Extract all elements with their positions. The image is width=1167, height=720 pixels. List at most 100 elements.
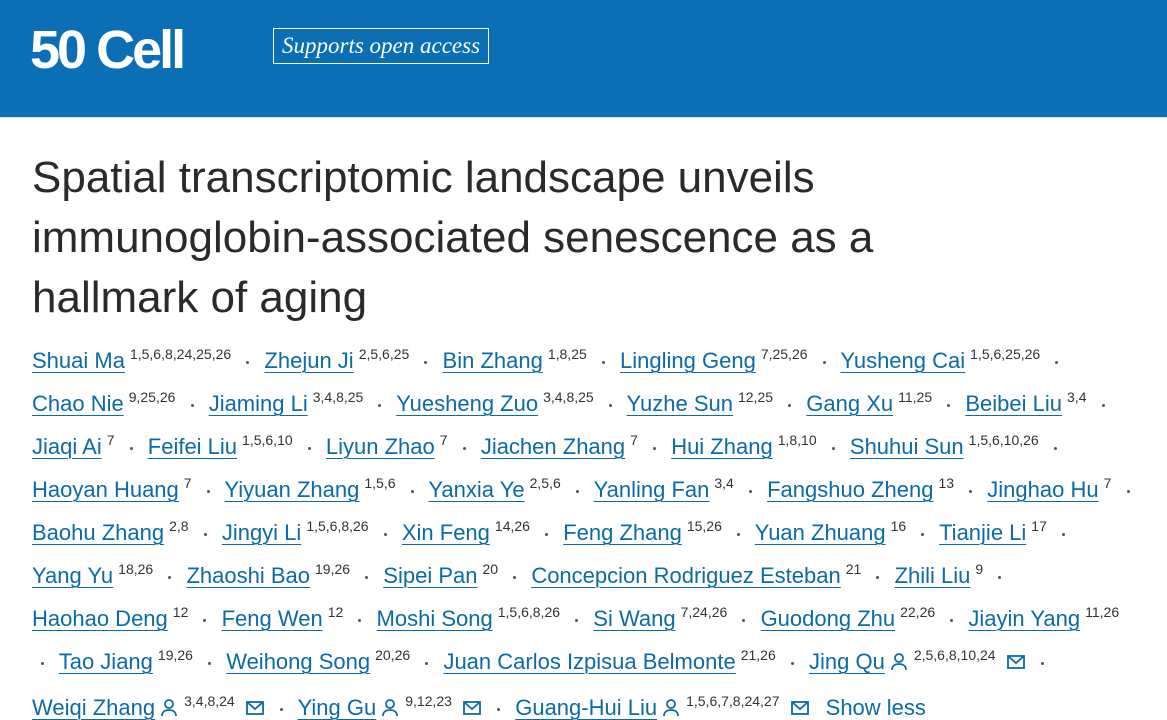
affiliations: 21,26 (740, 647, 776, 663)
person-icon[interactable] (159, 698, 179, 720)
separator (737, 532, 741, 536)
author-name[interactable]: Sipei Pan (383, 563, 478, 588)
author-name[interactable]: Tao Jiang (58, 649, 153, 674)
author-name[interactable]: Zhejun Ji (264, 348, 354, 373)
author-name[interactable]: Yusheng Cai (840, 348, 966, 373)
author-name[interactable]: Jingyi Li (221, 520, 302, 545)
author-name[interactable]: Si Wang (593, 606, 676, 631)
affiliations: 1,5,6,10,26 (968, 432, 1039, 448)
show-less[interactable]: Show less (825, 695, 926, 720)
author-name[interactable]: Beibei Liu (965, 391, 1063, 416)
affiliations: 22,26 (900, 604, 936, 620)
separator (246, 360, 250, 364)
separator (206, 489, 210, 493)
author-name[interactable]: Guodong Zhu (760, 606, 896, 631)
author-name[interactable]: Ying Gu (297, 695, 377, 720)
author-name[interactable]: Yuzhe Sun (626, 391, 733, 416)
author-name[interactable]: Yanling Fan (593, 477, 710, 502)
author-name[interactable]: Feng Zhang (563, 520, 682, 545)
author-name[interactable]: Hui Zhang (671, 434, 773, 459)
separator (608, 403, 612, 407)
separator (383, 532, 387, 536)
separator (831, 446, 835, 450)
author-name[interactable]: Jing Qu (809, 649, 885, 674)
author-name[interactable]: Shuhui Sun (849, 434, 964, 459)
email-icon[interactable] (1006, 652, 1026, 677)
affiliations: 1,5,6,7,8,24,27 (686, 693, 780, 709)
author-name[interactable]: Lingling Geng (620, 348, 756, 373)
author: Bin Zhang 1,8,25 (442, 346, 587, 373)
author-name[interactable]: Jiaqi Ai (32, 434, 102, 459)
author-name[interactable]: Yuesheng Zuo (396, 391, 539, 416)
separator (947, 403, 951, 407)
affiliations: 7 (439, 432, 448, 448)
author-name[interactable]: Zhaoshi Bao (186, 563, 310, 588)
author-name[interactable]: Jiaming Li (208, 391, 308, 416)
author-name[interactable]: Fangshuo Zheng (767, 477, 934, 502)
author: Lingling Geng 7,25,26 (620, 346, 808, 373)
author-name[interactable]: Tianjie Li (939, 520, 1027, 545)
author: Baohu Zhang 2,8 (32, 518, 189, 545)
affiliations: 3,4,8,24 (184, 693, 235, 709)
author-name[interactable]: Haohao Deng (32, 606, 168, 631)
separator (168, 575, 172, 579)
author-name[interactable]: Liyun Zhao (325, 434, 435, 459)
author-name[interactable]: Bin Zhang (442, 348, 543, 373)
affiliations: 11,25 (898, 389, 933, 405)
author: Shuai Ma 1,5,6,8,24,25,26 (32, 346, 231, 373)
author-name[interactable]: Weiqi Zhang (32, 695, 156, 720)
author: Xin Feng 14,26 (401, 518, 530, 545)
separator (410, 489, 414, 493)
author-name[interactable]: Zhili Liu (894, 563, 971, 588)
affiliations: 18,26 (118, 561, 154, 577)
person-icon[interactable] (661, 698, 681, 720)
author-name[interactable]: Chao Nie (32, 391, 124, 416)
author-name[interactable]: Yiyuan Zhang (224, 477, 360, 502)
author-name[interactable]: Jinghao Hu (987, 477, 1099, 502)
person-icon[interactable] (380, 698, 400, 720)
author: Weihong Song 20,26 (226, 647, 410, 674)
author-name[interactable]: Feifei Liu (147, 434, 238, 459)
author-name[interactable]: Jiayin Yang (968, 606, 1081, 631)
separator (921, 532, 925, 536)
author-name[interactable]: Yanxia Ye (428, 477, 525, 502)
author-name[interactable]: Moshi Song (376, 606, 493, 631)
separator (378, 403, 382, 407)
author-name[interactable]: Baohu Zhang (32, 520, 165, 545)
author-name[interactable]: Feng Wen (221, 606, 323, 631)
author: Hui Zhang 1,8,10 (671, 432, 816, 459)
author: Chao Nie 9,25,26 (32, 389, 175, 416)
author-name[interactable]: Haoyan Huang (32, 477, 179, 502)
email-icon[interactable] (245, 698, 265, 720)
affiliations: 1,8,25 (547, 346, 587, 362)
author: Jing Qu 2,5,6,8,10,24 (809, 647, 1026, 677)
author: Weiqi Zhang 3,4,8,24 (32, 693, 265, 720)
affiliations: 3,4,8,25 (543, 389, 594, 405)
author-name[interactable]: Xin Feng (401, 520, 490, 545)
author-name[interactable]: Weihong Song (226, 649, 371, 674)
author-name[interactable]: Yang Yu (32, 563, 114, 588)
author-name[interactable]: Jiachen Zhang (480, 434, 626, 459)
author: Ying Gu 9,12,23 (297, 693, 482, 720)
author-name[interactable]: Guang-Hui Liu (515, 695, 658, 720)
affiliations: 2,5,6 (529, 475, 561, 491)
author: Yang Yu 18,26 (32, 561, 154, 588)
author-name[interactable]: Concepcion Rodriguez Esteban (531, 563, 841, 588)
author-name[interactable]: Gang Xu (806, 391, 894, 416)
person-icon[interactable] (889, 652, 909, 677)
author-name[interactable]: Juan Carlos Izpisua Belmonte (443, 649, 736, 674)
separator (1053, 446, 1057, 450)
author: Yusheng Cai 1,5,6,25,26 (840, 346, 1040, 373)
affiliations: 7 (1103, 475, 1112, 491)
affiliations: 12 (327, 604, 344, 620)
author-name[interactable]: Yuan Zhuang (754, 520, 886, 545)
author: Yuzhe Sun 12,25 (626, 389, 773, 416)
separator (876, 575, 880, 579)
email-icon[interactable] (790, 698, 810, 720)
affiliations: 21 (845, 561, 862, 577)
logo[interactable]: 50 Cell (30, 20, 195, 80)
email-icon[interactable] (462, 698, 482, 720)
author-name[interactable]: Shuai Ma (32, 348, 125, 373)
separator (190, 403, 194, 407)
